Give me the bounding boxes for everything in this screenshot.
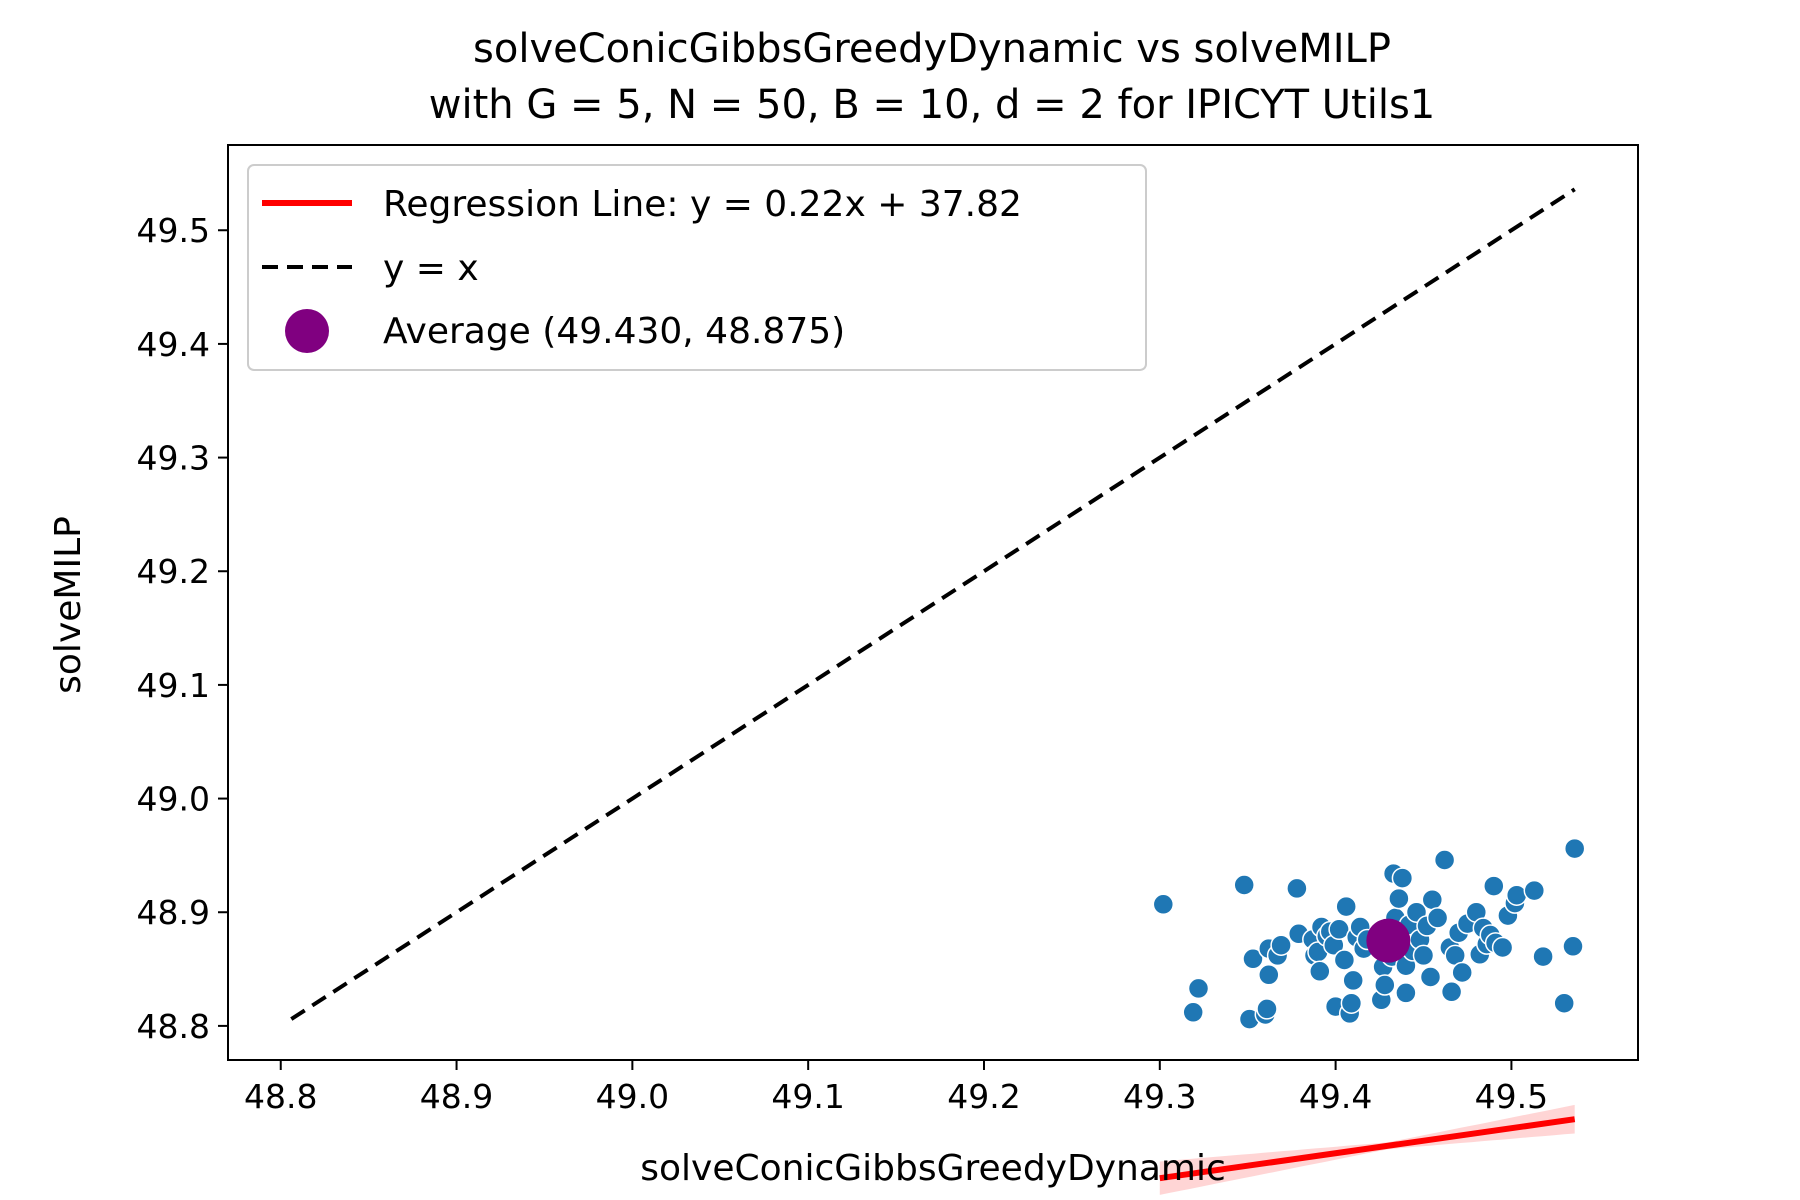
scatter-point	[1335, 895, 1357, 918]
scatter-point	[1505, 884, 1528, 906]
scatter-point	[1391, 867, 1414, 889]
x-tick-label: 49.3	[1123, 1077, 1196, 1116]
chart-title-line2: with G = 5, N = 50, B = 10, d = 2 for IP…	[429, 82, 1436, 128]
scatter-point	[1440, 981, 1463, 1003]
scatter-point	[1309, 960, 1331, 983]
scatter-point	[1270, 934, 1292, 956]
average-point	[1366, 918, 1411, 963]
legend: Regression Line: y = 0.22x + 37.82 y = x…	[247, 164, 1147, 371]
scatter-point	[1412, 944, 1435, 967]
scatter-point	[1491, 936, 1514, 959]
scatter-point	[1258, 964, 1280, 986]
x-tick-label: 49.5	[1475, 1077, 1548, 1116]
scatter-point	[1421, 888, 1444, 911]
scatter-point	[1563, 837, 1586, 860]
scatter-point	[1374, 974, 1396, 996]
scatter-point	[1286, 877, 1308, 900]
y-tick-label: 49.4	[137, 325, 210, 364]
x-tick-label: 49.2	[947, 1077, 1020, 1116]
scatter-point	[1562, 935, 1584, 958]
scatter-point	[1433, 849, 1456, 871]
scatter-point	[1242, 948, 1264, 970]
x-tick-label: 49.1	[771, 1077, 844, 1116]
x-tick-label: 49.0	[596, 1077, 669, 1116]
legend-regression-label: Regression Line: y = 0.22x + 37.82	[383, 184, 1022, 225]
scatter-point	[1523, 879, 1546, 902]
x-tick-label: 48.9	[420, 1077, 493, 1116]
y-tick-label: 48.9	[137, 893, 210, 932]
scatter-point	[1395, 982, 1417, 1004]
scatter-point	[1328, 918, 1350, 941]
y-tick-label: 49.2	[137, 552, 210, 591]
scatter-point	[1182, 1001, 1204, 1024]
x-axis-label: solveConicGibbsGreedyDynamic	[640, 1148, 1226, 1189]
scatter-point	[1419, 966, 1442, 988]
regression-line	[1159, 1116, 1576, 1182]
scatter-point	[1333, 949, 1356, 971]
legend-average-swatch	[285, 309, 329, 353]
scatter-point	[1256, 998, 1278, 1020]
y-tick-label: 49.3	[137, 439, 210, 478]
scatter-point	[1342, 969, 1364, 992]
axis-ticks-layer: 48.8 48.9 49.0 49.1 49.2 49.3 49.4 49.5 48.8 48.9…	[137, 211, 1549, 1116]
scatter-point	[1388, 887, 1410, 910]
chart-title-line1: solveConicGibbsGreedyDynamic vs solveMIL…	[473, 26, 1391, 72]
scatter-point	[1187, 977, 1210, 1000]
scatter-point	[1426, 907, 1449, 929]
scatter-point	[1553, 992, 1575, 1014]
x-tick-label: 48.8	[244, 1077, 317, 1116]
lines-layer	[290, 187, 1576, 1182]
scatter-point	[1233, 874, 1255, 896]
scatter-point	[1451, 961, 1473, 984]
y-tick-label: 48.8	[137, 1007, 210, 1046]
scatter-point	[1532, 945, 1554, 968]
identity-line	[290, 187, 1576, 1021]
x-tick-label: 49.4	[1299, 1077, 1372, 1116]
scatter-point	[1483, 875, 1505, 897]
legend-box	[247, 164, 1147, 371]
average-layer	[1366, 918, 1411, 963]
y-tick-label: 49.5	[137, 211, 210, 250]
legend-identity-label: y = x	[383, 248, 479, 289]
scatter-point	[1152, 893, 1175, 916]
legend-average-label: Average (49.430, 48.875)	[383, 311, 845, 352]
y-tick-label: 49.1	[137, 666, 210, 705]
y-tick-label: 49.0	[137, 780, 210, 819]
scatter-point	[1340, 992, 1363, 1014]
y-axis-label: solveMILP	[48, 516, 89, 694]
